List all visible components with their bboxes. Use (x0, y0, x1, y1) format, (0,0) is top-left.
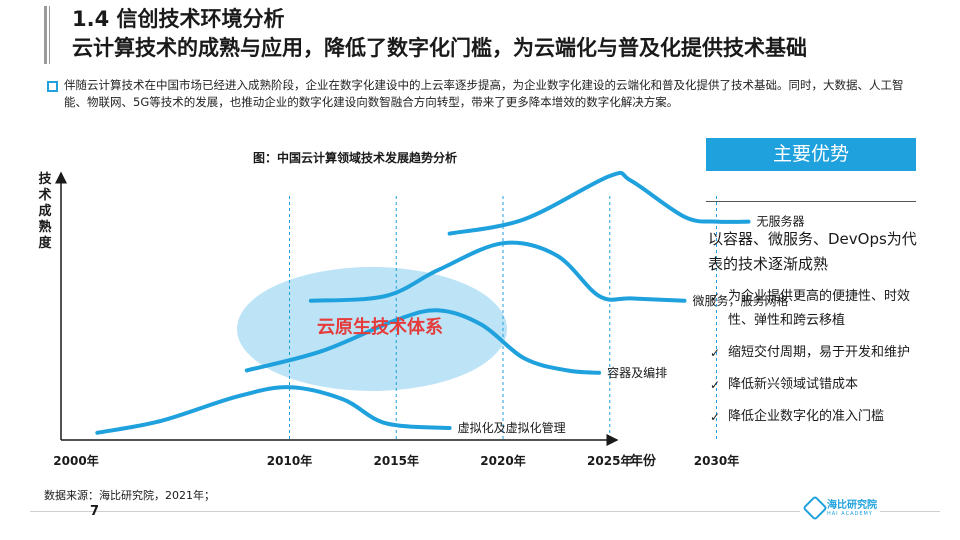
x-tick-label: 2025年 (587, 453, 632, 468)
series-line (447, 170, 751, 236)
x-tick-label: 2030年 (694, 453, 739, 468)
series-label: 容器及编排 (607, 365, 667, 380)
x-tick-label: 2015年 (374, 453, 419, 468)
section-title: 1.4 信创技术环境分析 (72, 7, 285, 31)
data-source: 数据来源：海比研究院，2021年； (44, 489, 215, 502)
title-accent-bar (44, 6, 50, 64)
chart-x-axis-label: 年份 (630, 453, 657, 469)
check-icon: ✓ (710, 378, 721, 392)
advantages-lead: 以容器、微服务、DevOps为代表的技术逐渐成熟 (708, 230, 917, 273)
grid-lines (289, 196, 717, 440)
advantages-divider (706, 201, 916, 202)
logo-text: 海比研究院 (827, 499, 877, 511)
brand-logo: 海比研究院 HAI ACADEMY (802, 495, 877, 521)
chart-title: 图：中国云计算领域技术发展趋势分析 (253, 151, 458, 165)
chart-y-axis-label: 技术成熟度 (38, 172, 52, 251)
advantage-item: ✓ 降低新兴领域试错成本 (708, 373, 923, 397)
cloud-native-highlight-ellipse (237, 267, 507, 391)
page-title: 云计算技术的成熟与应用，降低了数字化门槛，为云端化与普及化提供技术基础 (72, 36, 807, 60)
advantages-header: 主要优势 (706, 138, 916, 171)
series-line (244, 308, 602, 375)
x-tick-label: 2000年 (53, 453, 98, 468)
advantage-item: ✓ 降低企业数字化的准入门槛 (708, 405, 923, 429)
check-icon: ✓ (710, 290, 721, 304)
check-icon: ✓ (710, 410, 721, 424)
logo-subtext: HAI ACADEMY (827, 510, 873, 517)
series-curves (95, 170, 751, 435)
x-tick-label: 2020年 (480, 453, 525, 468)
footer-divider-right (880, 511, 940, 512)
intro-bullet-icon (47, 81, 58, 92)
x-tick-label: 2010年 (267, 453, 312, 468)
page-number: 7 (90, 504, 100, 519)
intro-paragraph: 伴随云计算技术在中国市场已经进入成熟阶段，企业在数字化建设中的上云率逐步提高，为… (64, 78, 904, 109)
series-line (308, 240, 687, 303)
advantage-item: ✓ 为企业提供更高的便捷性、时效性、弹性和跨云移植 (708, 285, 923, 333)
logo-icon (802, 495, 828, 521)
advantage-item: ✓ 缩短交付周期，易于开发和维护 (708, 341, 923, 365)
advantages-list: ✓ 为企业提供更高的便捷性、时效性、弹性和跨云移植 ✓ 缩短交付周期，易于开发和维护… (708, 285, 923, 437)
check-icon: ✓ (710, 346, 721, 360)
highlight-label: 云原生技术体系 (317, 316, 443, 338)
series-line (95, 385, 452, 435)
series-label: 虚拟化及虚拟化管理 (458, 420, 566, 435)
footer-divider (30, 511, 800, 512)
x-tick-labels: 2000年 2010年 2015年 2020年 2025年 2030年 (53, 453, 739, 468)
